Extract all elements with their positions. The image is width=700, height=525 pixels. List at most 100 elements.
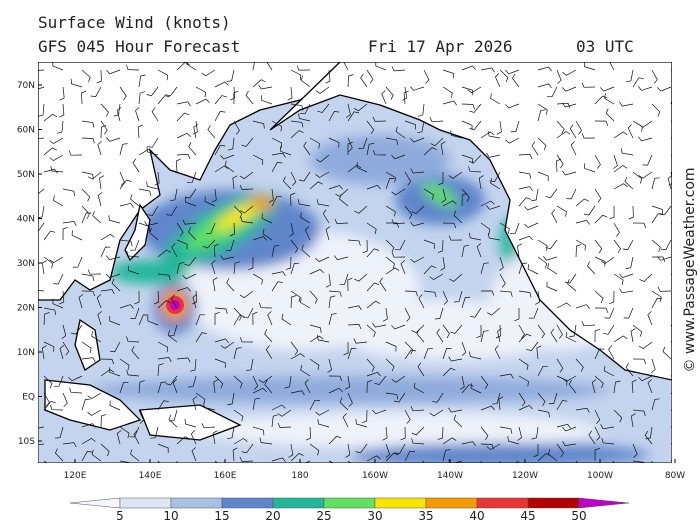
wind-barb bbox=[486, 205, 501, 210]
wind-barb bbox=[50, 166, 64, 173]
wind-barb bbox=[109, 341, 121, 353]
wind-barb bbox=[366, 300, 381, 309]
wind-barb bbox=[290, 452, 304, 462]
wind-barb bbox=[562, 441, 577, 446]
colorbar-segment bbox=[69, 497, 121, 509]
wind-barb bbox=[632, 358, 647, 365]
wind-barb bbox=[277, 422, 292, 428]
wind-barb bbox=[386, 222, 400, 228]
wind-barb bbox=[126, 370, 140, 377]
wind-barb bbox=[487, 233, 501, 241]
wind-barb bbox=[526, 341, 539, 352]
wind-barb bbox=[613, 165, 628, 173]
wind-barb bbox=[480, 200, 495, 207]
wind-field bbox=[90, 135, 650, 463]
wind-barb bbox=[630, 328, 636, 343]
wind-barb bbox=[258, 84, 273, 90]
wind-barb bbox=[38, 86, 45, 90]
wind-barb bbox=[342, 413, 349, 428]
wind-barb bbox=[284, 375, 292, 389]
wind-barb bbox=[667, 175, 672, 190]
wind-barb bbox=[499, 222, 510, 234]
wind-barb bbox=[347, 239, 361, 246]
wind-barb bbox=[242, 307, 254, 319]
wind-barb bbox=[550, 328, 558, 343]
wind-barb bbox=[97, 141, 102, 156]
wind-barb bbox=[632, 222, 647, 229]
wind-barb bbox=[214, 111, 226, 122]
wind-barb bbox=[366, 358, 375, 372]
wind-barb bbox=[290, 130, 304, 139]
wind-barb bbox=[290, 353, 305, 360]
wind-barb bbox=[584, 163, 596, 173]
wind-barb bbox=[651, 297, 663, 309]
wind-barb bbox=[531, 188, 539, 202]
wind-barb bbox=[603, 324, 615, 335]
credit: © www.PassageWeather.com bbox=[682, 167, 698, 372]
wind-barb bbox=[638, 136, 653, 142]
wind-barb bbox=[195, 314, 205, 326]
wind-barb bbox=[204, 196, 216, 207]
wind-barb bbox=[355, 418, 368, 428]
wind-barb bbox=[442, 69, 455, 79]
wind-barb bbox=[290, 171, 297, 186]
colorbar-segment bbox=[578, 497, 630, 509]
wind-barb bbox=[647, 379, 653, 394]
wind-barb bbox=[214, 95, 227, 105]
wind-barb bbox=[97, 192, 103, 207]
wind-barb bbox=[556, 375, 568, 386]
wind-barb bbox=[461, 154, 474, 164]
wind-barb bbox=[147, 205, 159, 216]
wind-barb bbox=[499, 273, 506, 288]
wind-barb bbox=[651, 103, 661, 117]
wind-barb bbox=[81, 273, 95, 281]
wind-barb bbox=[290, 290, 301, 303]
wind-barb bbox=[157, 273, 171, 281]
wind-barb bbox=[300, 75, 311, 88]
wind-barb bbox=[325, 273, 331, 288]
wind-barb bbox=[220, 154, 235, 160]
wind-barb bbox=[524, 205, 539, 211]
wind-barb bbox=[106, 137, 121, 142]
wind-barb bbox=[271, 162, 283, 173]
lat-label: 20N bbox=[17, 304, 35, 314]
wind-barb bbox=[327, 358, 332, 373]
wind-barb bbox=[252, 236, 267, 241]
wind-barb bbox=[347, 111, 360, 122]
wind-barb bbox=[226, 426, 235, 440]
wind-barb bbox=[537, 171, 549, 182]
wind-barb bbox=[450, 130, 463, 139]
wind-barb bbox=[166, 205, 178, 216]
wind-barb bbox=[537, 365, 549, 377]
wind-barb bbox=[309, 290, 318, 304]
wind-barb bbox=[201, 423, 216, 429]
colorbar-label: 15 bbox=[214, 509, 229, 523]
wind-barb bbox=[469, 351, 482, 360]
wind-barb bbox=[53, 375, 64, 387]
date: Fri 17 Apr 2026 bbox=[368, 37, 513, 56]
wind-barb bbox=[317, 419, 330, 428]
wind-barb bbox=[623, 307, 634, 319]
wind-barb bbox=[423, 239, 435, 249]
wind-barb bbox=[450, 324, 463, 334]
wind-barb bbox=[505, 137, 520, 144]
wind-barb bbox=[631, 379, 637, 394]
wind-barb bbox=[43, 168, 58, 174]
wind-barb bbox=[130, 194, 140, 207]
wind-barb bbox=[346, 103, 351, 118]
wind-barb bbox=[81, 423, 96, 428]
wind-barb bbox=[556, 443, 564, 458]
wind-barb bbox=[144, 221, 159, 226]
wind-barb bbox=[670, 426, 672, 428]
wind-barb bbox=[298, 113, 311, 122]
wind-barb bbox=[569, 124, 577, 139]
wind-barb bbox=[265, 345, 273, 360]
wind-barb bbox=[149, 227, 159, 241]
wind-barb bbox=[499, 460, 501, 463]
wind-barb bbox=[233, 347, 242, 360]
lon-label: 160W bbox=[362, 471, 388, 481]
wind-barb bbox=[157, 400, 169, 411]
wind-barb bbox=[172, 379, 178, 394]
wind-barb bbox=[537, 103, 548, 115]
